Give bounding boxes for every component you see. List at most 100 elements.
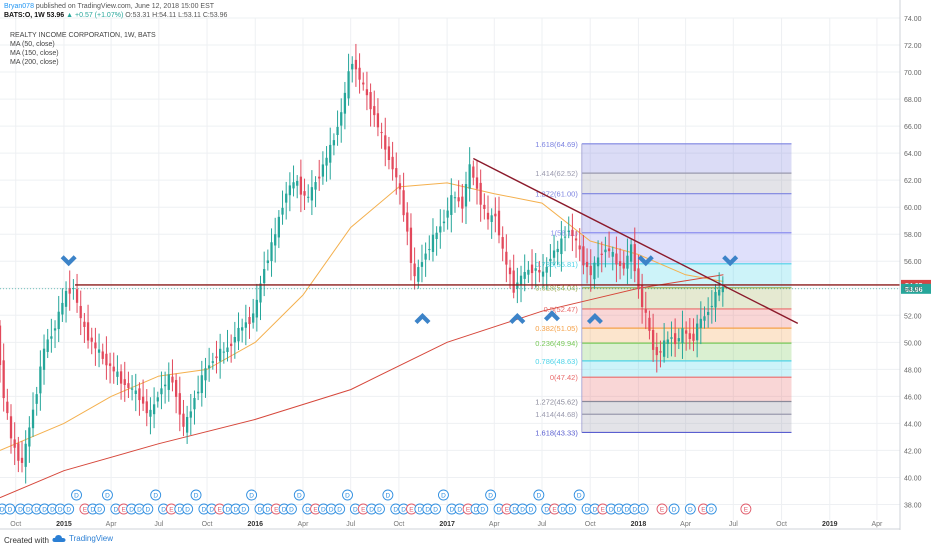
candle-body: [119, 371, 123, 384]
dividend-marker-icon: [382, 489, 394, 501]
candle-body: [710, 305, 713, 307]
candle-body: [721, 286, 724, 293]
last-price-tag: [901, 283, 931, 294]
dividend-marker-icon: [573, 489, 585, 501]
event-marker-letter: D: [337, 507, 342, 514]
candle-body: [64, 290, 68, 307]
event-marker-letter: D: [329, 507, 334, 514]
event-marker-letter: D: [34, 507, 39, 514]
event-marker-letter: E: [217, 507, 222, 514]
candle-body: [28, 427, 31, 447]
candle-body: [571, 229, 574, 237]
y-tick-label: 38.00: [904, 502, 922, 509]
candle-body: [582, 246, 585, 266]
fib-level-label: 1.618(64.69): [535, 140, 578, 149]
event-marker-letter: D: [74, 493, 79, 500]
event-marker-letter: D: [512, 507, 517, 514]
event-marker-letter: D: [488, 493, 493, 500]
candle-body: [325, 157, 328, 166]
event-marker-letter: D: [529, 507, 534, 514]
event-markers[interactable]: D D D D D D D D DDE D DDD E D D DDD E D DDD D E D D DDD D E D DDD E…: [0, 489, 752, 515]
event-marker-letter: D: [113, 507, 118, 514]
event-marker-letter: D: [282, 507, 287, 514]
drawing-lines[interactable]: 54.2553.96: [0, 157, 931, 325]
event-marker-letter: D: [137, 507, 142, 514]
dividend-marker-icon: [637, 503, 649, 515]
candle-body: [61, 302, 64, 315]
x-tick-label: Oct: [10, 521, 21, 528]
y-tick-label: 66.00: [904, 124, 922, 131]
candle-body: [472, 166, 475, 178]
candle-body: [259, 283, 262, 303]
fib-zone: [581, 143, 792, 174]
price-axis[interactable]: 38.00 40.00 42.00 44.00 46.00 48.00 50.00 52.00…: [899, 0, 922, 530]
candle-body: [640, 285, 644, 307]
event-marker-letter: D: [568, 507, 573, 514]
candle-body: [178, 393, 181, 415]
event-marker-letter: D: [353, 507, 358, 514]
arrow-up-icon: [414, 313, 431, 324]
candle-body: [718, 289, 721, 296]
event-marker-letter: D: [377, 507, 382, 514]
candle-body: [626, 255, 629, 269]
fib-zone: [581, 287, 792, 309]
candle-body: [538, 269, 541, 273]
x-tick-label: Apr: [298, 521, 310, 528]
tradingview-logo[interactable]: TradingView: [52, 534, 113, 543]
event-marker-letter: D: [393, 507, 398, 514]
candle-body: [384, 135, 387, 150]
event-marker-letter: E: [361, 507, 366, 514]
fibonacci-extension[interactable]: 1.618(64.69) 1.414(62.52) 1.272(61.00) 1(58…: [535, 140, 792, 438]
candle-body: [362, 82, 365, 85]
candle-body: [685, 330, 688, 334]
candle-body: [35, 394, 38, 404]
fib-level-label: 0(47.42): [550, 373, 578, 382]
legend-ma200[interactable]: MA (200, close): [10, 59, 59, 66]
candle-body: [380, 132, 383, 134]
candle-body: [307, 196, 310, 198]
candle-body: [556, 248, 559, 253]
author-name[interactable]: Bryan078: [4, 3, 34, 10]
time-axis[interactable]: Oct 2015 Apr Jul Oct 2016 Apr Jul Oct 2017 Apr Jul O…: [0, 521, 900, 530]
event-marker-letter: D: [520, 507, 525, 514]
candle-body: [42, 348, 46, 370]
x-tick-label: Jul: [346, 521, 355, 528]
candle-body: [97, 349, 101, 353]
fib-level-label: 0.236(49.94): [535, 339, 578, 348]
arrow-up-icon: [509, 313, 526, 324]
publish-info: published on TradingView.com, June 12, 2…: [35, 3, 215, 10]
legend-ma50[interactable]: MA (50, close): [10, 41, 55, 48]
last-price-label: 53.96: [905, 287, 923, 294]
candle-body: [673, 333, 677, 345]
event-marker-letter: D: [241, 507, 246, 514]
dividend-marker-icon: [437, 489, 449, 501]
event-marker-letter: D: [209, 507, 214, 514]
event-marker-letter: D: [480, 507, 485, 514]
legend-ma150[interactable]: MA (150, close): [10, 50, 59, 57]
candle-body: [105, 353, 108, 366]
candle-body: [637, 268, 640, 290]
candle-body: [530, 264, 534, 274]
candle-body: [596, 257, 600, 267]
tradingview-brand: TradingView: [69, 534, 114, 543]
candle-body: [193, 397, 196, 410]
candle-body: [402, 190, 405, 216]
candle-body: [255, 299, 258, 318]
chart-header: Bryan078 published on TradingView.com, J…: [4, 2, 227, 20]
candle-body: [497, 210, 501, 236]
candle-body: [413, 263, 416, 277]
candle-body: [629, 244, 633, 262]
candle-body: [134, 390, 137, 395]
dividend-marker-icon: [565, 503, 577, 515]
fib-level-label: 1.414(44.68): [535, 410, 578, 419]
arrow-up-icon: [586, 313, 603, 324]
x-tick-label: 2016: [247, 521, 263, 528]
annotation-arrows[interactable]: [60, 255, 739, 324]
fib-zone: [581, 173, 792, 194]
event-marker-letter: D: [544, 507, 549, 514]
candle-body: [274, 234, 277, 246]
candle-body: [252, 313, 255, 323]
dividend-marker-icon: [430, 503, 442, 515]
y-tick-label: 62.00: [904, 178, 922, 185]
